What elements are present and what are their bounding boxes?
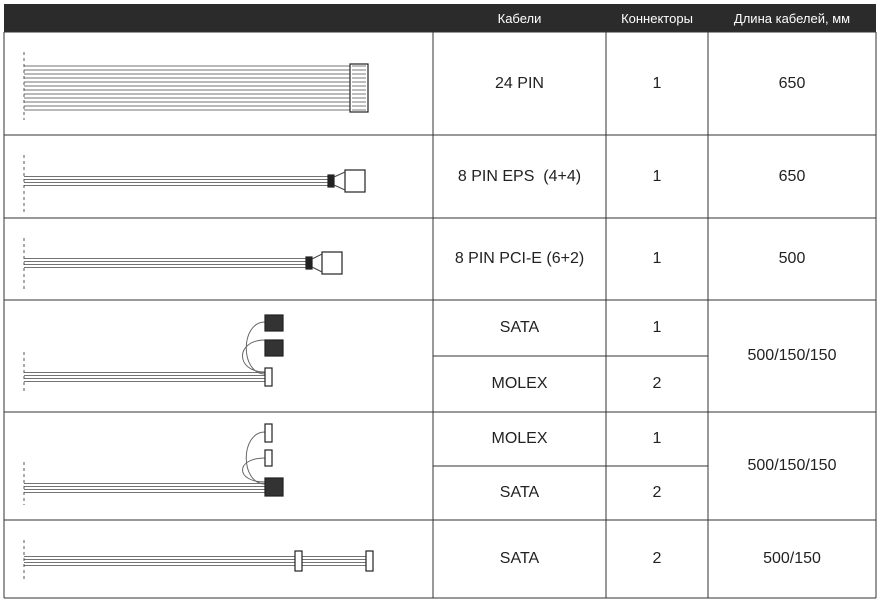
header-cell: Длина кабелей, мм: [733, 10, 851, 26]
connector-count: 2: [652, 484, 662, 501]
cable-length: 650: [778, 167, 806, 185]
table-header: [4, 4, 876, 32]
connector: [264, 477, 284, 497]
wire: [311, 253, 323, 273]
connector: [264, 314, 284, 332]
cable-name: SATA: [499, 319, 540, 336]
cable-name: SATA: [499, 550, 540, 567]
connector: [349, 63, 369, 113]
connector: [294, 550, 303, 572]
connector: [264, 339, 284, 357]
cable-name: 8 PIN PCI-E (6+2): [454, 250, 585, 267]
cable-length: 500/150: [763, 550, 821, 567]
connector: [264, 367, 273, 387]
connector-count: 1: [652, 250, 662, 267]
connector: [321, 251, 343, 275]
connector-count: 1: [652, 430, 662, 447]
cable-name: 8 PIN EPS (4+4): [457, 167, 582, 185]
connector-count: 1: [652, 74, 662, 92]
connector: [344, 169, 366, 193]
header-cell: Коннекторы: [621, 10, 693, 26]
wire: [242, 431, 266, 485]
cable-name: MOLEX: [491, 375, 548, 392]
cable-name: SATA: [499, 484, 540, 501]
connector: [305, 256, 313, 270]
connector: [264, 449, 273, 467]
cable-length: 500: [778, 250, 806, 267]
cable-name: 24 PIN: [495, 74, 544, 92]
cable-name: MOLEX: [491, 430, 548, 447]
connector: [264, 423, 273, 443]
wire: [242, 321, 266, 375]
header-cell: Кабели: [497, 10, 542, 26]
connector-count: 1: [652, 167, 662, 185]
cable-length: 500/150/150: [747, 347, 837, 364]
connector: [327, 174, 335, 188]
connector-count: 2: [652, 375, 662, 392]
connector-count: 2: [652, 550, 662, 567]
connector-count: 1: [652, 319, 662, 336]
connector: [365, 550, 374, 572]
cable-length: 650: [778, 74, 806, 92]
cable-length: 500/150/150: [747, 457, 837, 474]
wire: [333, 171, 346, 191]
